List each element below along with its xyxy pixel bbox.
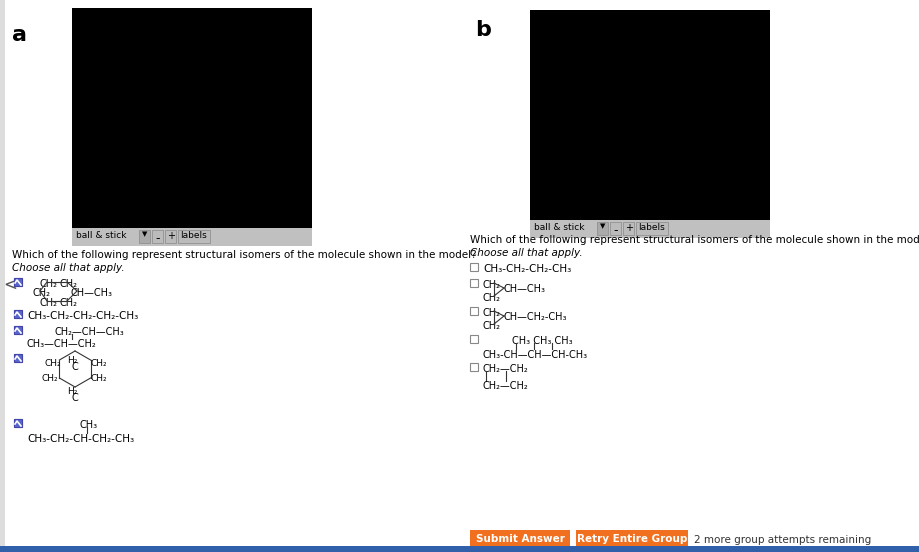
- Text: H₂: H₂: [67, 356, 77, 365]
- Text: Retry Entire Group: Retry Entire Group: [576, 534, 686, 544]
- Text: CH₂: CH₂: [91, 359, 108, 368]
- Bar: [14, 419, 22, 427]
- Text: CH₂: CH₂: [482, 280, 501, 290]
- Text: Choose all that apply.: Choose all that apply.: [470, 248, 582, 258]
- Text: b: b: [474, 20, 491, 40]
- Text: CH₂: CH₂: [40, 298, 58, 308]
- Text: labels: labels: [637, 223, 664, 232]
- Bar: [72, 228, 312, 246]
- Bar: [14, 354, 22, 362]
- Text: CH₂—CH₂: CH₂—CH₂: [482, 381, 528, 391]
- Bar: [14, 419, 22, 427]
- Bar: [14, 310, 22, 318]
- Bar: [470, 263, 478, 271]
- Text: 2 more group attempts remaining: 2 more group attempts remaining: [693, 535, 870, 545]
- Bar: [575, 530, 687, 550]
- Bar: [529, 10, 769, 220]
- Text: labels: labels: [180, 231, 207, 240]
- Text: CH—CH₃: CH—CH₃: [504, 284, 545, 294]
- Text: CH₂: CH₂: [45, 359, 62, 368]
- Text: CH—CH₃: CH—CH₃: [71, 288, 113, 298]
- Bar: [14, 354, 22, 362]
- Text: CH—CH₂-CH₃: CH—CH₂-CH₃: [504, 312, 567, 322]
- Bar: [622, 222, 633, 235]
- Text: Submit Answer: Submit Answer: [475, 534, 564, 544]
- Bar: [14, 326, 22, 334]
- Text: H₂: H₂: [67, 387, 77, 396]
- Text: Which of the following represent structural isomers of the molecule shown in the: Which of the following represent structu…: [12, 250, 476, 260]
- Bar: [152, 230, 163, 243]
- Bar: [596, 222, 607, 235]
- Text: C: C: [72, 362, 79, 372]
- Bar: [177, 230, 210, 243]
- Text: CH₂—CH₂: CH₂—CH₂: [482, 364, 528, 374]
- Bar: [14, 310, 22, 318]
- Text: ball & stick: ball & stick: [533, 223, 584, 232]
- Bar: [14, 278, 22, 286]
- Text: CH₂: CH₂: [33, 288, 51, 298]
- Text: CH₃-CH₂-CH-CH₂-CH₃: CH₃-CH₂-CH-CH₂-CH₃: [27, 434, 134, 444]
- Bar: [470, 335, 478, 343]
- Text: CH₃—CH—CH₂: CH₃—CH—CH₂: [27, 339, 96, 349]
- Text: CH₂: CH₂: [60, 279, 78, 289]
- Text: ▼: ▼: [142, 231, 147, 237]
- Bar: [609, 222, 620, 235]
- Bar: [470, 363, 478, 371]
- Text: CH₂: CH₂: [42, 374, 59, 383]
- Text: C: C: [72, 393, 79, 403]
- Text: +: +: [624, 223, 632, 233]
- Text: Which of the following represent structural isomers of the molecule shown in the: Which of the following represent structu…: [470, 235, 919, 245]
- Text: ball & stick: ball & stick: [76, 231, 127, 240]
- Text: CH₃-CH₂-CH₂-CH₃: CH₃-CH₂-CH₂-CH₃: [482, 264, 571, 274]
- Bar: [165, 230, 176, 243]
- Text: CH₃-CH—CH—CH-CH₃: CH₃-CH—CH—CH-CH₃: [482, 350, 587, 360]
- Text: Choose all that apply.: Choose all that apply.: [12, 263, 124, 273]
- Text: CH₂: CH₂: [40, 279, 58, 289]
- Text: CH₃-CH₂-CH₂-CH₂-CH₃: CH₃-CH₂-CH₂-CH₂-CH₃: [27, 311, 138, 321]
- Bar: [14, 278, 22, 286]
- Text: -: -: [154, 232, 159, 245]
- Text: a: a: [12, 25, 27, 45]
- Bar: [470, 279, 478, 287]
- Text: +: +: [167, 231, 175, 241]
- Bar: [0, 0, 5, 552]
- Text: -: -: [612, 224, 617, 237]
- Text: CH₂: CH₂: [60, 298, 78, 308]
- Bar: [0, 546, 919, 552]
- Bar: [139, 230, 150, 243]
- Text: ▼: ▼: [599, 223, 605, 229]
- Text: <: <: [3, 276, 17, 294]
- Bar: [529, 220, 769, 238]
- Bar: [72, 8, 312, 228]
- Text: CH₃: CH₃: [80, 420, 98, 430]
- Bar: [14, 326, 22, 334]
- Bar: [470, 307, 478, 315]
- Text: CH₃ CH₃ CH₃: CH₃ CH₃ CH₃: [512, 336, 572, 346]
- Text: CH₂—CH—CH₃: CH₂—CH—CH₃: [55, 327, 125, 337]
- Text: CH₂: CH₂: [482, 308, 501, 318]
- Text: CH₂: CH₂: [91, 374, 108, 383]
- Bar: [470, 530, 570, 550]
- Bar: [635, 222, 667, 235]
- Text: CH₂: CH₂: [482, 293, 501, 303]
- Text: CH₂: CH₂: [482, 321, 501, 331]
